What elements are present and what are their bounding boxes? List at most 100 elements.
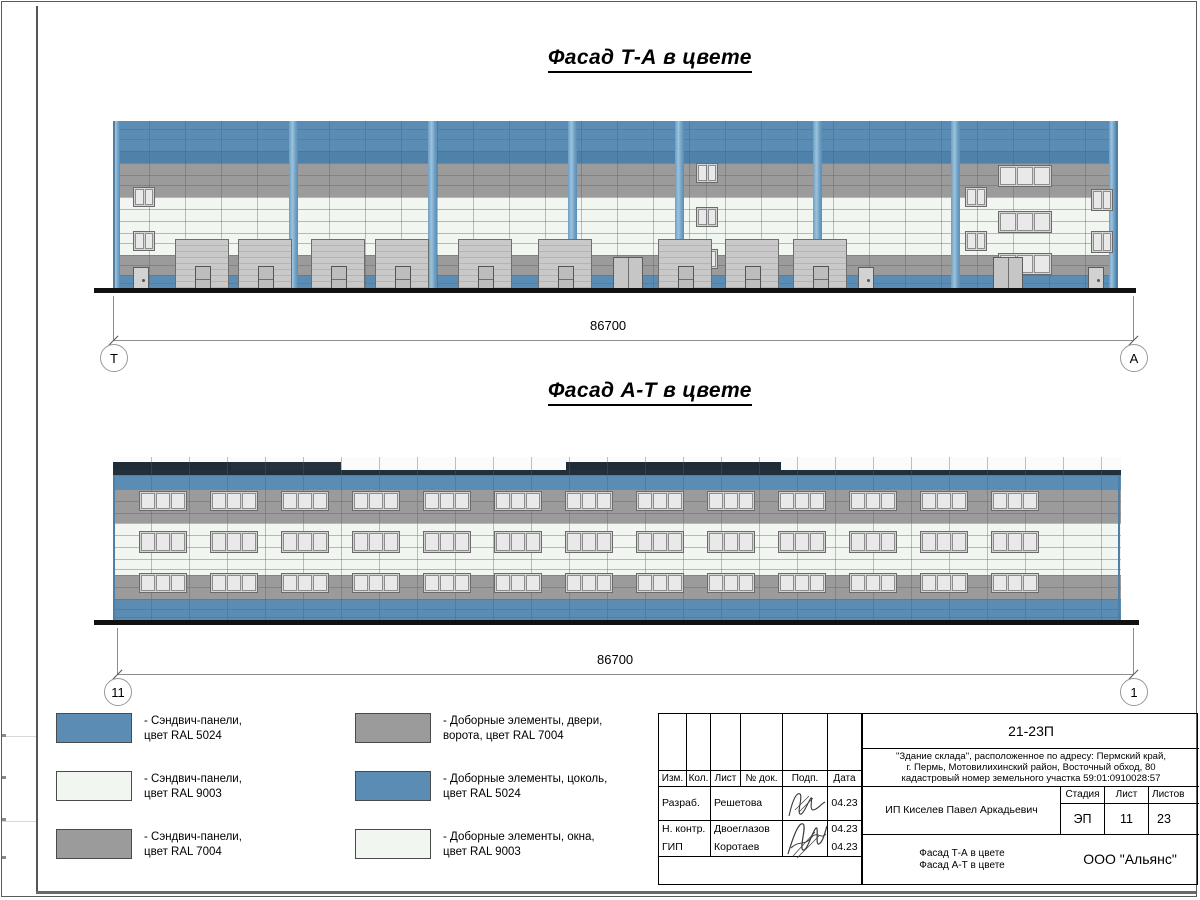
window-pane: [851, 575, 865, 591]
window-pane: [496, 575, 510, 591]
panel-joint-h: [113, 175, 1118, 176]
legend-right-swatch-0: [355, 713, 431, 743]
window-pane: [141, 533, 155, 551]
margin-tick: [2, 776, 6, 779]
window-pane: [425, 493, 439, 509]
panel-joint-h: [113, 475, 1121, 476]
window-wide: [778, 531, 826, 553]
parapet-segment-4: [781, 462, 996, 471]
door-single-4: [1088, 267, 1104, 290]
window-small: [133, 187, 155, 207]
stamp-col-izm-blank: [659, 714, 687, 770]
window-wide: [991, 573, 1039, 593]
panel-joint-v: [797, 121, 798, 290]
gate-1: [238, 239, 292, 291]
window-small: [696, 163, 718, 183]
panel-joint-v: [341, 457, 342, 621]
legend-left-label-0: - Сэндвич-панели, цвет RAL 5024: [144, 715, 242, 743]
window-pane: [1000, 213, 1016, 231]
window-pane: [156, 533, 170, 551]
window-small: [133, 231, 155, 251]
window-small: [965, 231, 987, 251]
stamp-company: ООО "Альянс": [1061, 834, 1199, 884]
panel-joint-v: [1101, 457, 1102, 621]
window-wide: [849, 531, 897, 553]
window-pane: [952, 493, 966, 509]
gate-wicket-door: [258, 266, 274, 291]
window-pane: [881, 575, 895, 591]
panel-joint-v: [835, 457, 836, 621]
window-pane: [212, 575, 226, 591]
stamp-name-2: Коротаев: [711, 838, 783, 856]
panel-joint-v: [509, 121, 510, 290]
window-pane: [597, 575, 611, 591]
stamp-header-izm: Изм.: [659, 770, 687, 786]
panel-joint-v: [265, 457, 266, 621]
legend-right-row-2: - Доборные элементы, окна, цвет RAL 9003: [355, 829, 595, 860]
gate-2: [311, 239, 365, 291]
axis-bubble-11: 11: [104, 678, 132, 706]
axis-bubble-t: Т: [100, 344, 128, 372]
pilaster-0: [113, 121, 120, 290]
stamp-header-data: Дата: [828, 770, 862, 786]
panel-joint-h: [113, 233, 1118, 234]
window-pane: [937, 533, 951, 551]
stamp-col-data-blank: [828, 714, 862, 770]
stamp-date-1: 04.23: [828, 820, 862, 838]
window-pane: [313, 493, 327, 509]
stamp-header-podp: Подп.: [783, 770, 828, 786]
panel-joint-v: [869, 121, 870, 290]
window-pane: [698, 165, 707, 181]
window-pane: [1017, 213, 1033, 231]
stamp-sheet-title: Фасад Т-А в цвете Фасад А-Т в цвете: [862, 834, 1061, 884]
window-pane: [638, 575, 652, 591]
pilaster-6: [951, 121, 960, 290]
window-pane: [227, 493, 241, 509]
pilaster-2: [428, 121, 437, 290]
window-pane: [795, 575, 809, 591]
window-pane: [384, 533, 398, 551]
panel-joint-h: [113, 209, 1118, 210]
window-wide: [707, 573, 755, 593]
panel-joint-v: [987, 457, 988, 621]
window-pane: [922, 493, 936, 509]
gate-3: [375, 239, 429, 291]
panel-joint-h: [113, 535, 1121, 536]
window-pane: [144, 233, 153, 249]
window-wide: [139, 531, 187, 553]
window-wide: [352, 491, 400, 511]
window-wide: [849, 491, 897, 511]
window-pane: [698, 209, 707, 225]
window-pane: [135, 189, 144, 205]
legend-right-swatch-1: [355, 771, 431, 801]
window-pane: [1017, 167, 1033, 185]
window-pane: [638, 493, 652, 509]
panel-joint-v: [221, 121, 222, 290]
stamp-role-2: ГИП: [659, 838, 711, 856]
window-pane: [937, 493, 951, 509]
stamp-header-ndoc: № док.: [741, 770, 783, 786]
window-pane: [1008, 533, 1022, 551]
stamp-date-2: 04.23: [828, 838, 862, 856]
facade-edge-left: [113, 121, 115, 290]
window-pane: [1008, 493, 1022, 509]
window-pane: [937, 575, 951, 591]
panel-joint-v: [473, 121, 474, 290]
window-pane: [597, 493, 611, 509]
stamp-role-1: Н. контр.: [659, 820, 711, 838]
stamp-sheets-label: Листов: [1149, 786, 1199, 803]
window-pane: [810, 575, 824, 591]
window-wide: [778, 491, 826, 511]
stamp-header-list: Лист: [711, 770, 741, 786]
window-pane: [144, 189, 153, 205]
window-pane: [526, 493, 540, 509]
stamp-role-0: Разраб.: [659, 786, 711, 820]
window-small: [696, 207, 718, 227]
parapet-segment-2: [341, 462, 566, 471]
legend-right-row-1: - Доборные элементы, цоколь, цвет RAL 50…: [355, 771, 607, 802]
panel-joint-v: [185, 121, 186, 290]
window-wide: [991, 531, 1039, 553]
window-pane: [976, 233, 985, 249]
panel-joint-v: [365, 121, 366, 290]
stamp-stage-value: ЭП: [1061, 803, 1105, 834]
